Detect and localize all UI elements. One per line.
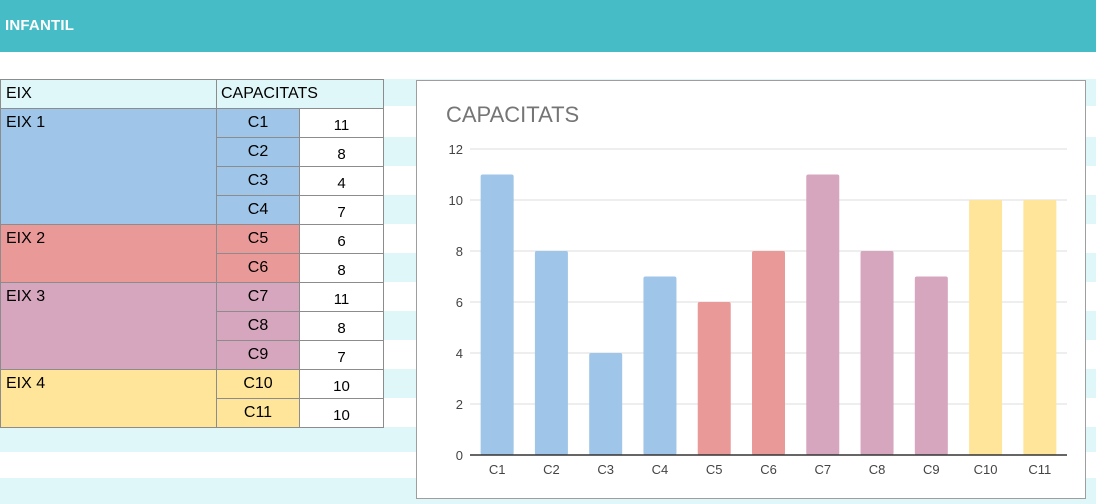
table-row: EIX 3 C7 11 xyxy=(0,282,384,370)
x-tick-label: C10 xyxy=(974,462,998,477)
value-cell[interactable]: 11 xyxy=(299,282,384,312)
header-eix[interactable]: EIX xyxy=(0,79,217,109)
x-tick-label: C3 xyxy=(597,462,614,477)
y-tick-label: 8 xyxy=(456,244,463,259)
x-tick-label: C2 xyxy=(543,462,560,477)
bar-c10 xyxy=(969,200,1003,455)
cap-cell[interactable]: C10 xyxy=(216,369,300,399)
value-cell[interactable]: 8 xyxy=(299,311,384,341)
x-tick-label: C4 xyxy=(652,462,669,477)
chart-panel[interactable]: CAPACITATS 0 2 4 6 8 10 12 C1 C2 C3 C4 C5 C6 C7 C8 C9 C1… xyxy=(416,80,1086,499)
value-cell[interactable]: 10 xyxy=(299,398,384,428)
page-title: INFANTIL xyxy=(5,17,75,34)
bar-c2 xyxy=(534,251,568,455)
cap-cell[interactable]: C6 xyxy=(216,253,300,283)
header-capacitats[interactable]: CAPACITATS xyxy=(216,79,384,109)
eix-cell[interactable]: EIX 3 xyxy=(0,282,217,370)
bar-c3 xyxy=(589,353,623,455)
value-cell[interactable]: 11 xyxy=(299,108,384,138)
cap-cell[interactable]: C8 xyxy=(216,311,300,341)
bar-c11 xyxy=(1023,200,1057,455)
table-row: C6 8 xyxy=(1,253,384,283)
table-row: C11 10 xyxy=(1,398,384,428)
value-cell[interactable]: 4 xyxy=(299,166,384,196)
cap-cell[interactable]: C2 xyxy=(216,137,300,167)
x-tick-label: C7 xyxy=(814,462,831,477)
value-cell[interactable]: 6 xyxy=(299,224,384,254)
bar-c1 xyxy=(480,174,514,455)
x-tick-label: C8 xyxy=(869,462,886,477)
eix-cell[interactable]: EIX 1 xyxy=(0,108,217,225)
y-tick-label: 2 xyxy=(456,397,463,412)
x-tick-label: C6 xyxy=(760,462,777,477)
page-header: INFANTIL xyxy=(0,0,1096,52)
bar-chart: CAPACITATS 0 2 4 6 8 10 12 C1 C2 C3 C4 C5 C6 C7 C8 C9 C1… xyxy=(446,102,1067,477)
y-tick-label: 10 xyxy=(449,193,463,208)
y-tick-label: 4 xyxy=(456,346,463,361)
table-row: EIX 1 C1 11 xyxy=(0,108,384,225)
bar-c8 xyxy=(860,251,894,455)
capacitats-table: EIX CAPACITATS EIX 1 C1 11 C2 8 C3 4 C4 … xyxy=(0,79,384,428)
value-cell[interactable]: 7 xyxy=(299,195,384,225)
table-row: C9 7 xyxy=(1,340,384,370)
bar-c7 xyxy=(806,174,840,455)
value-cell[interactable]: 7 xyxy=(299,340,384,370)
cap-cell[interactable]: C4 xyxy=(216,195,300,225)
cap-cell[interactable]: C5 xyxy=(216,224,300,254)
cap-cell[interactable]: C11 xyxy=(216,398,300,428)
value-cell[interactable]: 8 xyxy=(299,137,384,167)
cap-cell[interactable]: C1 xyxy=(216,108,300,138)
table-row: EIX 2 C5 6 xyxy=(0,224,384,283)
bar-c6 xyxy=(752,251,785,455)
bar-c9 xyxy=(914,276,948,455)
table-row: C8 8 xyxy=(1,311,384,341)
y-tick-label: 12 xyxy=(449,142,463,157)
y-tick-label: 6 xyxy=(456,295,463,310)
table-header-row: EIX CAPACITATS xyxy=(0,79,384,109)
table-row: C2 8 xyxy=(1,137,384,167)
cap-cell[interactable]: C3 xyxy=(216,166,300,196)
value-cell[interactable]: 10 xyxy=(299,369,384,399)
value-cell[interactable]: 8 xyxy=(299,253,384,283)
cap-cell[interactable]: C9 xyxy=(216,340,300,370)
table-row: EIX 4 C10 10 xyxy=(0,369,384,428)
bar-c4 xyxy=(643,276,677,455)
eix-cell[interactable]: EIX 2 xyxy=(0,224,217,283)
bar-c5 xyxy=(697,302,731,455)
x-tick-label: C5 xyxy=(706,462,723,477)
table-row: C3 4 xyxy=(1,166,384,196)
y-tick-label: 0 xyxy=(456,448,463,463)
eix-cell[interactable]: EIX 4 xyxy=(0,369,217,428)
x-tick-label: C1 xyxy=(489,462,506,477)
x-tick-label: C9 xyxy=(923,462,940,477)
x-tick-label: C11 xyxy=(1028,462,1051,477)
chart-title: CAPACITATS xyxy=(446,102,579,127)
cap-cell[interactable]: C7 xyxy=(216,282,300,312)
